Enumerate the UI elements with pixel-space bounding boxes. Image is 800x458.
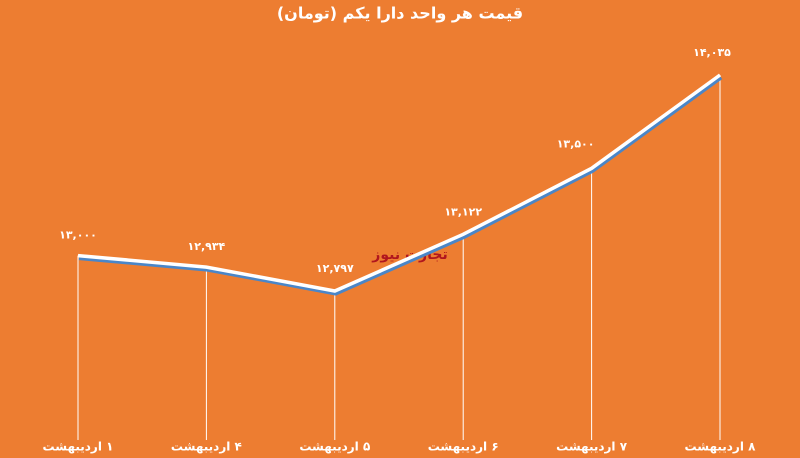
x-tick-label: ۴ اردیبهشت [171, 440, 242, 454]
x-tick-label: ۶ اردیبهشت [428, 440, 499, 454]
line [77, 73, 722, 293]
data-label: ۱۲,۷۹۷ [316, 262, 354, 275]
x-tick-label: ۸ اردیبهشت [685, 440, 757, 454]
data-label: ۱۴,۰۳۵ [693, 46, 731, 59]
data-label: ۱۳,۵۰۰ [557, 137, 595, 150]
line-shadow [78, 75, 723, 296]
chart-title: قیمت هر واحد دارا یکم (تومان) [277, 4, 523, 23]
data-label: ۱۳,۰۰۰ [59, 229, 97, 242]
x-tick-label: ۱ اردیبهشت [43, 440, 114, 454]
data-label: ۱۳,۱۲۲ [444, 205, 482, 218]
data-label: ۱۲,۹۳۴ [188, 240, 226, 253]
x-tick-label: ۵ اردیبهشت [299, 440, 370, 454]
x-tick-label: ۷ اردیبهشت [556, 440, 628, 454]
